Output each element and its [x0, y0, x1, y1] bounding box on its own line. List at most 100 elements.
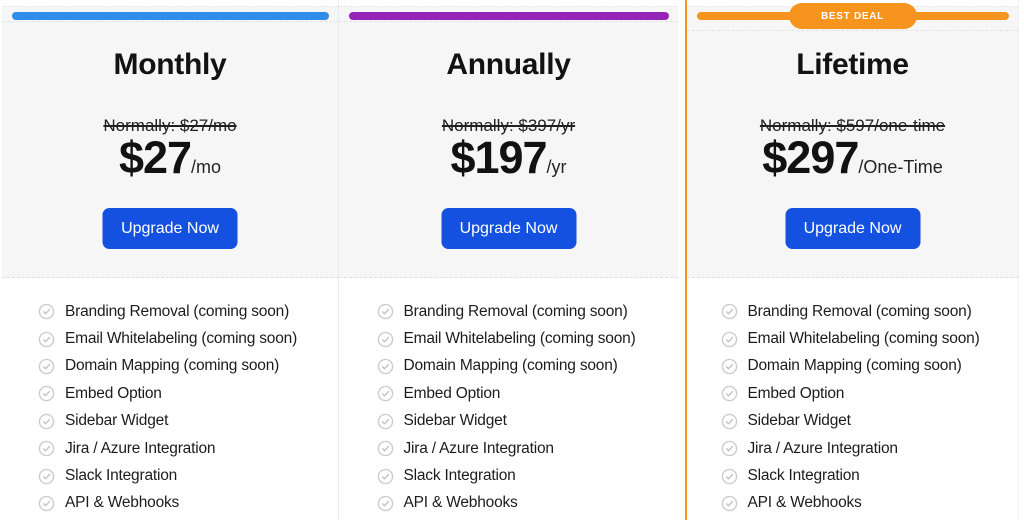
feature-item: Branding Removal (coming soon) — [377, 298, 641, 325]
price-suffix: /One-Time — [858, 157, 943, 177]
check-circle-icon — [721, 495, 737, 512]
feature-item: Email Whitelabeling (coming soon) — [721, 325, 985, 352]
plan-title: Monthly — [113, 48, 227, 81]
price-amount: $197 — [450, 132, 547, 183]
feature-item: Slack Integration — [377, 462, 641, 489]
feature-item: Email Whitelabeling (coming soon) — [38, 325, 302, 352]
check-circle-icon — [38, 495, 55, 512]
feature-label: Slack Integration — [403, 467, 516, 485]
plan-header-section: BEST DEAL Lifetime Normally: $597/one-ti… — [687, 3, 1018, 278]
feature-label: Domain Mapping (coming soon) — [403, 357, 618, 375]
feature-item: Sidebar Widget — [721, 408, 985, 435]
check-circle-icon — [377, 413, 393, 430]
price-suffix: /yr — [546, 157, 567, 177]
plan-card-annually: Annually Normally: $397/yr $197/yr Upgra… — [339, 0, 678, 520]
plan-header-section: Monthly Normally: $27/mo $27/mo Upgrade … — [2, 6, 338, 278]
feature-label: Branding Removal (coming soon) — [65, 302, 290, 320]
feature-item: API & Webhooks — [721, 490, 985, 517]
check-circle-icon — [721, 413, 737, 430]
feature-label: Embed Option — [403, 384, 501, 402]
best-deal-badge: BEST DEAL — [788, 3, 917, 29]
upgrade-now-button-monthly[interactable]: Upgrade Now — [102, 208, 238, 249]
feature-list: Branding Removal (coming soon) Email Whi… — [721, 278, 985, 517]
plan-title: Lifetime — [796, 48, 909, 81]
feature-label: Slack Integration — [747, 467, 860, 485]
feature-item: Embed Option — [721, 380, 985, 407]
check-circle-icon — [721, 303, 737, 320]
feature-item: Slack Integration — [38, 462, 302, 489]
check-circle-icon — [38, 440, 55, 457]
feature-label: Jira / Azure Integration — [403, 439, 554, 457]
feature-label: Jira / Azure Integration — [65, 439, 216, 457]
header-separator — [2, 21, 338, 22]
check-circle-icon — [377, 303, 393, 320]
feature-item: Embed Option — [377, 380, 641, 407]
feature-label: Sidebar Widget — [403, 412, 507, 430]
feature-item: Email Whitelabeling (coming soon) — [377, 325, 641, 352]
feature-item: Branding Removal (coming soon) — [38, 298, 302, 325]
plan-card-monthly: Monthly Normally: $27/mo $27/mo Upgrade … — [2, 0, 339, 520]
check-circle-icon — [38, 413, 55, 430]
check-circle-icon — [377, 495, 393, 512]
check-circle-icon — [377, 386, 393, 402]
check-circle-icon — [721, 386, 737, 402]
header-separator — [687, 30, 1018, 31]
feature-label: Domain Mapping (coming soon) — [747, 357, 962, 375]
price-amount: $297 — [762, 132, 859, 183]
feature-item: Domain Mapping (coming soon) — [377, 353, 641, 380]
check-circle-icon — [38, 303, 55, 320]
feature-label: API & Webhooks — [403, 494, 518, 512]
feature-item: API & Webhooks — [38, 490, 302, 517]
check-circle-icon — [377, 331, 393, 347]
check-circle-icon — [721, 440, 737, 457]
feature-label: Branding Removal (coming soon) — [403, 302, 628, 320]
feature-item: API & Webhooks — [377, 490, 641, 517]
feature-label: Jira / Azure Integration — [747, 439, 898, 457]
price-line: $197/yr — [339, 135, 678, 181]
feature-label: Slack Integration — [65, 467, 178, 485]
check-circle-icon — [38, 331, 55, 347]
feature-item: Branding Removal (coming soon) — [721, 298, 985, 325]
header-separator — [339, 21, 678, 22]
feature-item: Domain Mapping (coming soon) — [721, 353, 985, 380]
feature-label: Email Whitelabeling (coming soon) — [403, 330, 636, 348]
upgrade-now-button-lifetime[interactable]: Upgrade Now — [785, 208, 920, 249]
feature-item: Jira / Azure Integration — [721, 435, 985, 462]
check-circle-icon — [38, 386, 55, 402]
price-line: $297/One-Time — [687, 135, 1018, 181]
feature-label: Sidebar Widget — [747, 412, 851, 430]
check-circle-icon — [377, 468, 393, 484]
feature-list: Branding Removal (coming soon) Email Whi… — [377, 278, 641, 517]
feature-item: Sidebar Widget — [377, 408, 641, 435]
check-circle-icon — [721, 468, 737, 484]
feature-label: API & Webhooks — [65, 494, 180, 512]
original-price-strikethrough: Normally: $27/mo — [103, 116, 237, 135]
upgrade-now-button-annually[interactable]: Upgrade Now — [441, 208, 576, 249]
feature-item: Jira / Azure Integration — [377, 435, 641, 462]
feature-label: Email Whitelabeling (coming soon) — [747, 330, 980, 348]
price-amount: $27 — [118, 132, 192, 183]
check-circle-icon — [38, 468, 55, 484]
feature-item: Jira / Azure Integration — [38, 435, 302, 462]
feature-label: Email Whitelabeling (coming soon) — [65, 330, 298, 348]
check-circle-icon — [721, 358, 737, 375]
feature-label: Sidebar Widget — [65, 412, 169, 430]
plan-header-section: Annually Normally: $397/yr $197/yr Upgra… — [339, 6, 678, 278]
feature-item: Domain Mapping (coming soon) — [38, 353, 302, 380]
plan-title: Annually — [446, 48, 571, 81]
feature-label: Domain Mapping (coming soon) — [65, 357, 280, 375]
feature-item: Sidebar Widget — [38, 408, 302, 435]
feature-label: Embed Option — [65, 384, 162, 402]
original-price-strikethrough: Normally: $597/one-time — [759, 116, 946, 135]
price-suffix: /mo — [191, 157, 222, 177]
feature-label: API & Webhooks — [747, 494, 862, 512]
check-circle-icon — [721, 331, 737, 347]
price-line: $27/mo — [2, 135, 338, 181]
accent-bar — [349, 12, 669, 20]
check-circle-icon — [38, 358, 55, 375]
original-price-strikethrough: Normally: $397/yr — [441, 116, 576, 135]
feature-label: Embed Option — [747, 384, 845, 402]
feature-list: Branding Removal (coming soon) Email Whi… — [38, 278, 302, 517]
feature-item: Slack Integration — [721, 462, 985, 489]
